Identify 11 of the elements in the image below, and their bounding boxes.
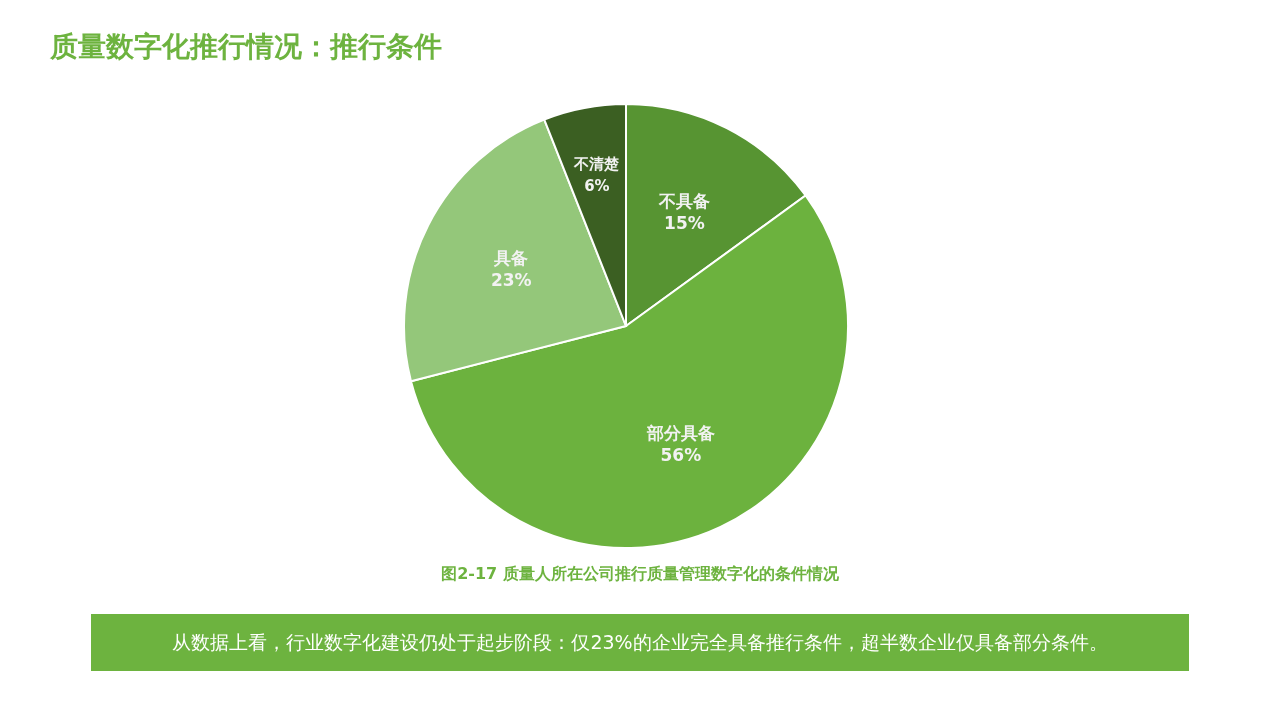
data-label: 6% [584,177,610,196]
caption: 图2-17 质量人所在公司推行质量管理数字化的条件情况 [441,564,840,583]
data-label: 56% [660,444,702,465]
data-label: 15% [664,213,705,234]
slice-label: 不清楚 [573,155,621,174]
slice-label: 部分具备 [645,422,715,443]
slice-label: 不具备 [657,191,710,212]
data-label: 23% [490,269,532,290]
slice-label: 具备 [493,247,529,268]
chart-title: 质量数字化推行情况：推行条件 [49,30,442,63]
text: 从数据上看，行业数字化建设仍处于起步阶段：仅23%的企业完全具备推行条件，超半数企业仅具备部分条件。 [172,631,1108,653]
